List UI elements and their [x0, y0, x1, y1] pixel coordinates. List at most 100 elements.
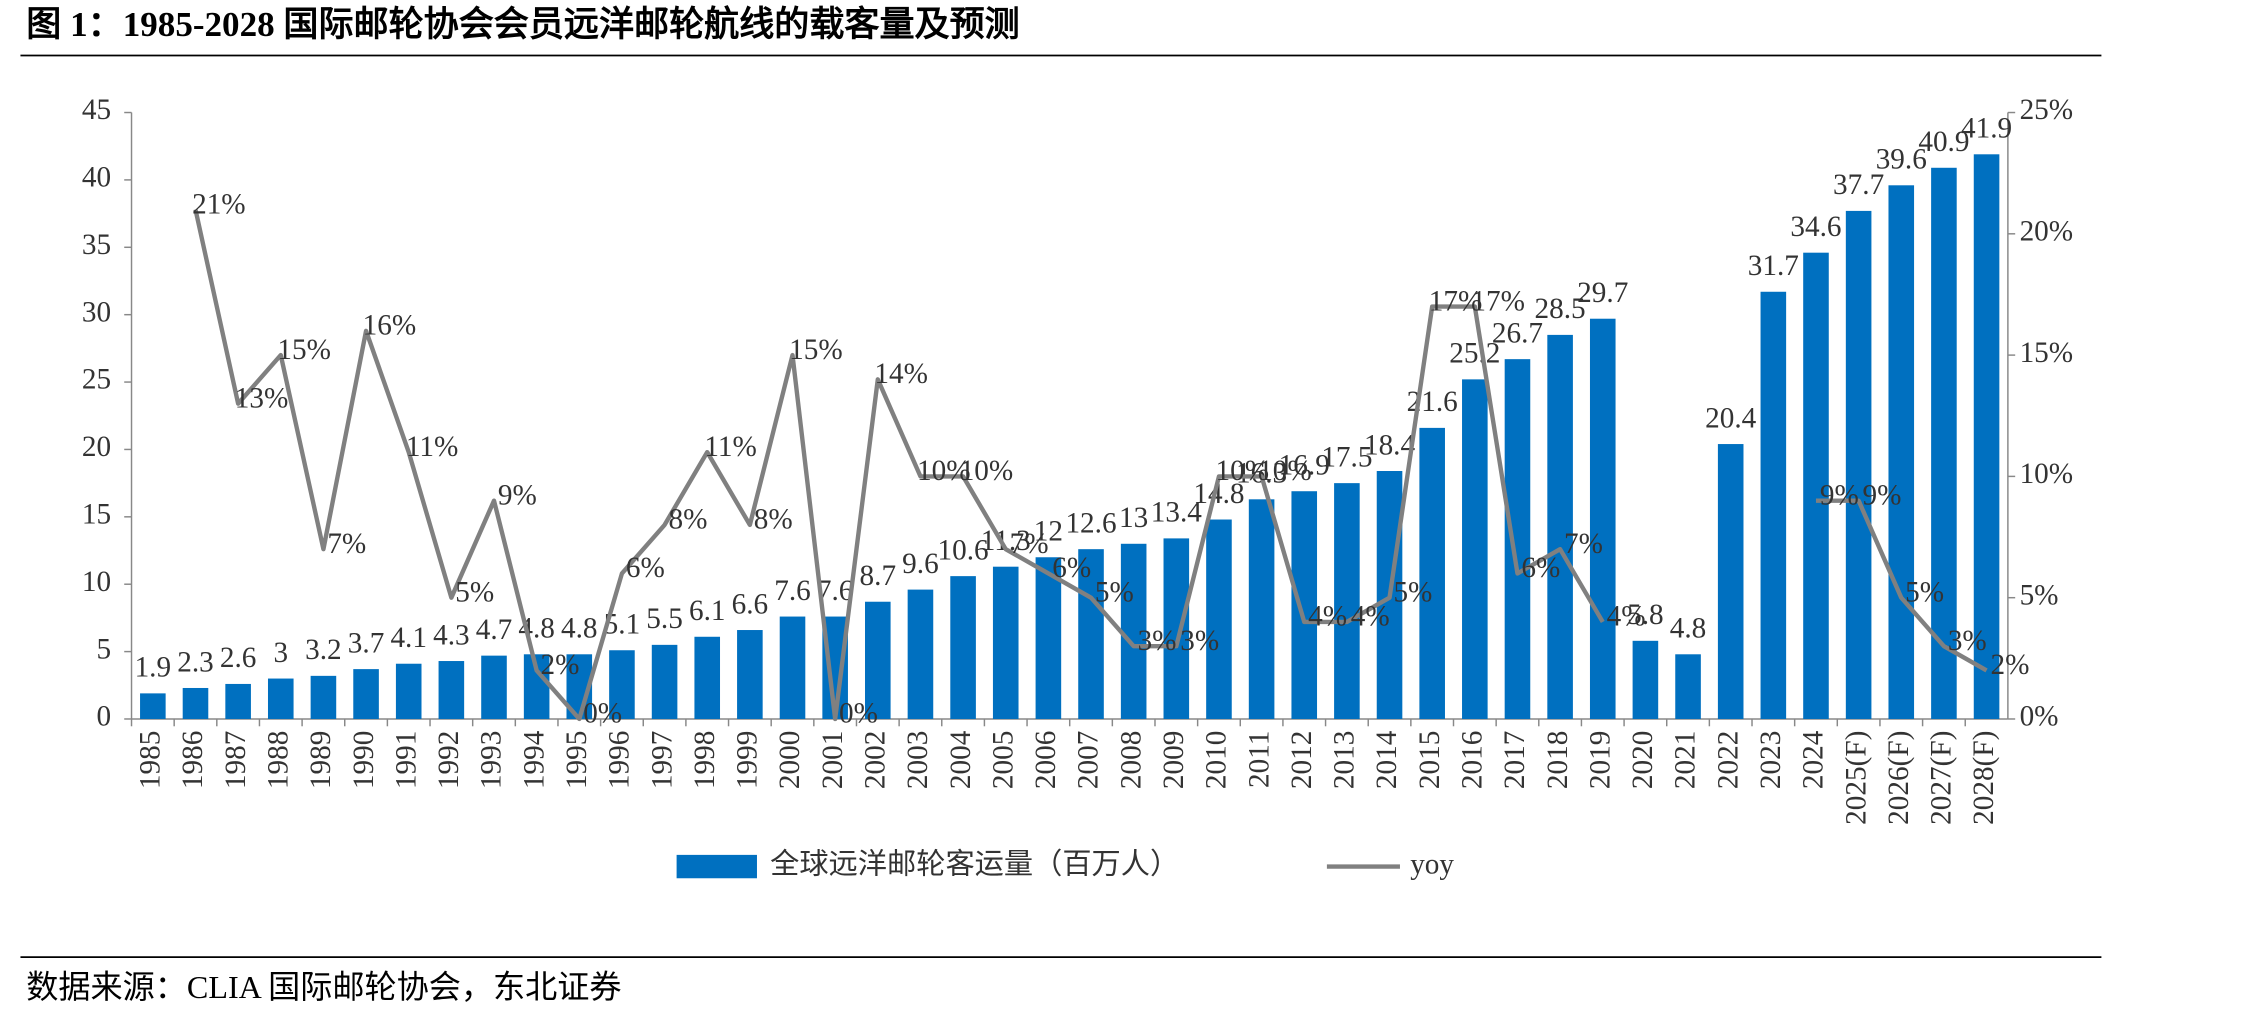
yoy-label: 13%	[235, 382, 289, 414]
bar	[395, 663, 422, 719]
bar	[1803, 252, 1829, 719]
bar-label: 12.6	[1065, 507, 1116, 539]
bar	[1248, 499, 1275, 719]
x-tick-label: 2012	[1286, 731, 1318, 789]
x-tick-label: 1986	[177, 731, 209, 789]
x-tick-label: 1992	[433, 731, 465, 789]
x-tick-label: 2016	[1457, 731, 1489, 789]
x-tick-label: 2013	[1329, 731, 1361, 789]
bar	[779, 616, 806, 719]
bar	[353, 669, 379, 719]
x-tick-label: 1985	[135, 731, 167, 789]
bar-label: 25.2	[1449, 338, 1500, 370]
x-tick-label: 2007	[1073, 731, 1105, 789]
bar	[694, 636, 721, 719]
bar	[438, 661, 465, 719]
x-tick-label: 2018	[1542, 731, 1574, 789]
y-tick-label: 30	[82, 296, 111, 328]
bar	[1078, 549, 1104, 719]
yoy-label: 15%	[277, 334, 331, 366]
bar	[1504, 359, 1531, 719]
y2-tick-label: 25%	[2020, 94, 2074, 126]
bar-label: 4.8	[1670, 613, 1707, 645]
bar	[1291, 491, 1318, 719]
bar	[225, 683, 251, 719]
bar	[609, 650, 635, 719]
bar-label: 31.7	[1748, 250, 1799, 282]
yoy-line	[193, 209, 1988, 722]
yoy-label: 21%	[192, 188, 246, 220]
legend-swatch	[676, 854, 757, 879]
bar-label: 5.8	[1627, 599, 1664, 631]
x-tick-label: 1995	[561, 731, 593, 789]
bar-label: 1.9	[135, 652, 172, 684]
bar	[1462, 379, 1488, 719]
x-tick-label: 1993	[476, 731, 508, 789]
yoy-label: 0%	[583, 698, 622, 730]
bar	[1845, 210, 1872, 719]
bar-label: 6.1	[689, 595, 726, 627]
y2-tick-label: 5%	[2020, 579, 2059, 611]
bar-label: 34.6	[1790, 211, 1841, 243]
x-tick-label: 2009	[1158, 731, 1190, 789]
y2-tick-label: 10%	[2020, 458, 2074, 490]
x-tick-label: 1996	[604, 731, 636, 789]
yoy-label: 7%	[327, 528, 366, 560]
bar-label: 4.7	[476, 614, 513, 646]
bar	[1589, 318, 1616, 719]
x-tick-label: 1997	[646, 731, 678, 789]
y2-tick-label: 20%	[2020, 216, 2074, 248]
yoy-label: 15%	[789, 334, 843, 366]
x-tick-label: 2015	[1414, 731, 1446, 789]
x-tick-label: 2011	[1243, 731, 1275, 788]
bar	[1035, 557, 1062, 719]
yoy-label: 11%	[406, 431, 458, 463]
bar-label: 16.9	[1279, 450, 1330, 482]
bar-label: 9.6	[902, 548, 939, 580]
bar-label: 4.8	[561, 613, 598, 645]
x-tick-label: 1987	[220, 731, 252, 789]
bar	[992, 566, 1019, 719]
x-tick-label: 1999	[732, 731, 764, 789]
x-tick-label: 2010	[1201, 731, 1233, 789]
bar	[1931, 167, 1957, 719]
x-tick-label: 2000	[774, 731, 806, 789]
yoy-label: 6%	[626, 552, 665, 584]
y2-tick-label: 0%	[2020, 701, 2059, 733]
bar-label: 16.3	[1236, 458, 1287, 490]
y-tick-label: 15	[82, 499, 111, 531]
bar-label: 10.6	[938, 534, 989, 566]
x-tick-label: 2021	[1670, 731, 1702, 789]
bar	[310, 675, 337, 719]
x-tick-label: 2014	[1371, 730, 1403, 789]
bar	[1334, 483, 1360, 719]
yoy-label: 3%	[1948, 625, 1987, 657]
yoy-label: 2%	[1990, 649, 2029, 681]
bar-label: 2.3	[177, 646, 214, 678]
bar	[907, 589, 934, 719]
bar-label: 6.6	[732, 588, 769, 620]
bar-label: 40.9	[1918, 126, 1969, 158]
x-tick-label: 2001	[817, 731, 849, 789]
yoy-label: 11%	[704, 431, 756, 463]
yoy-label: 5%	[455, 576, 494, 608]
bar-label: 4.1	[390, 622, 427, 654]
x-tick-label: 2028(F)	[1968, 731, 2000, 825]
bar	[865, 601, 891, 719]
bar-label: 7.6	[774, 575, 811, 607]
y-tick-label: 20	[82, 431, 111, 463]
yoy-label: 4%	[1607, 601, 1646, 633]
y-tick-label: 0	[96, 701, 111, 733]
x-tick-label: 2027(F)	[1926, 731, 1958, 825]
x-tick-label: 1991	[390, 731, 422, 789]
yoy-label: 17%	[1429, 285, 1483, 317]
x-tick-label: 1990	[348, 731, 380, 789]
x-tick-label: 2020	[1627, 731, 1659, 789]
bar-label: 28.5	[1535, 293, 1586, 325]
x-tick-label: 2026(F)	[1883, 731, 1915, 825]
yoy-label: 3%	[1180, 625, 1219, 657]
bar	[737, 630, 763, 719]
y-tick-label: 40	[82, 162, 111, 194]
yoy-label: 5%	[1905, 576, 1944, 608]
